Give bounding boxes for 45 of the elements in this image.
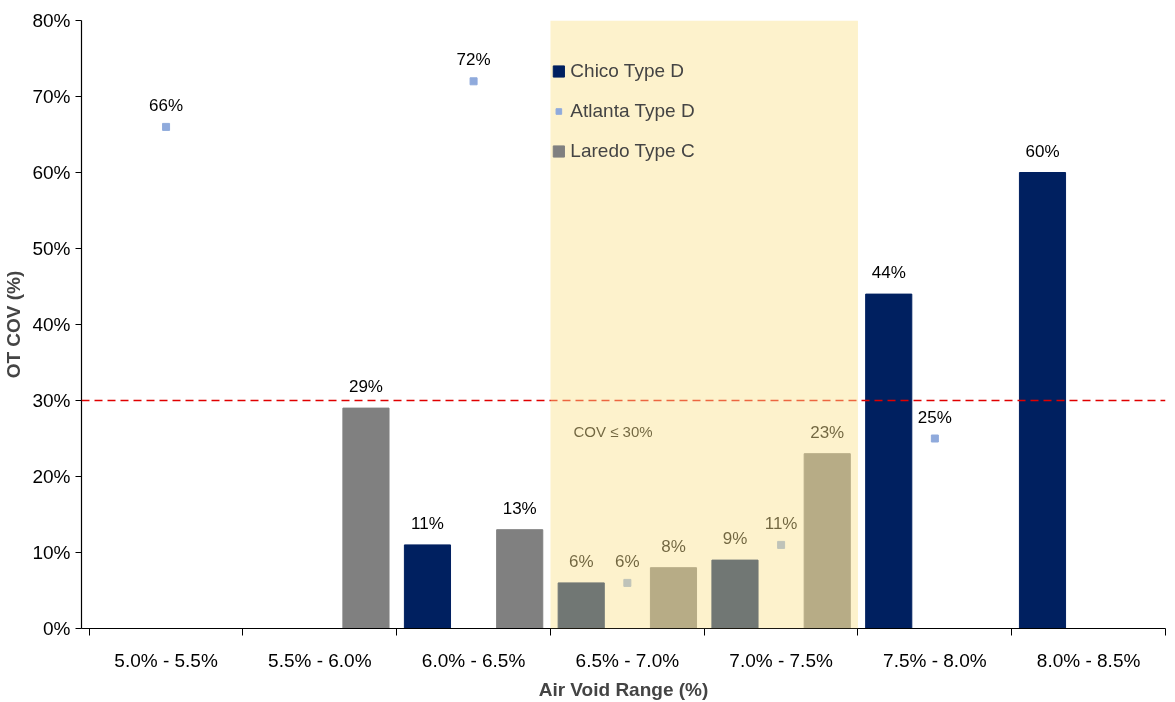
bar (711, 559, 759, 629)
data-label: 8% (661, 536, 686, 556)
x-axis-title: Air Void Range (%) (538, 678, 709, 700)
data-label: 60% (1025, 141, 1060, 161)
y-tick-label: 60% (32, 162, 71, 183)
data-label: 11% (764, 513, 798, 533)
x-tick-label: 6.0% - 6.5% (421, 649, 526, 671)
data-label: 25% (917, 407, 952, 427)
legend-label: Atlanta Type D (570, 100, 695, 122)
bar (342, 407, 390, 629)
y-tick-label: 10% (32, 542, 71, 563)
legend-label: Laredo Type C (570, 140, 695, 162)
bar (803, 453, 851, 629)
x-tick-label: 7.5% - 8.0% (883, 649, 987, 671)
legend-label: Chico Type D (570, 60, 685, 82)
y-tick-label: 70% (32, 86, 71, 107)
data-label: 11% (411, 513, 444, 533)
y-tick-label: 0% (43, 618, 71, 639)
y-tick-label: 30% (32, 390, 71, 411)
data-label: 6% (615, 551, 640, 571)
bar (403, 544, 452, 629)
x-tick-label: 6.5% - 7.0% (575, 649, 680, 671)
x-tick-label: 8.0% - 8.5% (1036, 649, 1141, 671)
bar (496, 529, 544, 629)
data-label: 44% (871, 263, 906, 283)
bar (865, 293, 913, 629)
x-tick-label: 5.0% - 5.5% (114, 649, 218, 671)
bar (1018, 172, 1067, 629)
data-label: 23% (810, 422, 845, 442)
y-tick-label: 40% (32, 314, 71, 335)
y-tick-label: 20% (32, 466, 71, 487)
data-label: 13% (502, 498, 537, 518)
data-label: 66% (149, 95, 184, 115)
ref-line-label: COV ≤ 30% (573, 423, 653, 441)
bar (649, 567, 698, 629)
y-tick-label: 80% (32, 10, 71, 31)
data-label: 29% (348, 377, 383, 397)
y-tick-label: 50% (32, 238, 71, 259)
data-label: 6% (568, 551, 594, 571)
y-axis-title: OT COV (%) (3, 270, 25, 379)
x-tick-label: 7.0% - 7.5% (729, 649, 833, 671)
data-label: 9% (722, 529, 748, 549)
bar (557, 582, 605, 629)
data-label: 72% (456, 50, 491, 70)
x-tick-label: 5.5% - 6.0% (268, 649, 372, 671)
